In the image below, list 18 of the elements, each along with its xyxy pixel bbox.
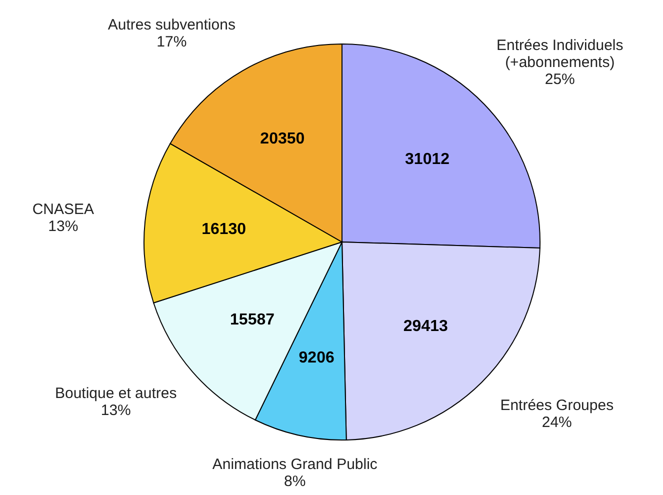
slice-label: Entrées Groupes bbox=[500, 397, 614, 414]
text: 13% bbox=[100, 402, 131, 420]
data-label: 15587 bbox=[230, 311, 275, 328]
text: 17% bbox=[156, 34, 187, 51]
slice-label: Boutique et autres bbox=[55, 385, 177, 402]
data-label: 9206 bbox=[298, 350, 334, 367]
slice-label: Animations Grand Public bbox=[212, 456, 378, 473]
text: 13% bbox=[48, 218, 78, 236]
data-label: 29413 bbox=[403, 318, 448, 335]
data-label: 31012 bbox=[405, 150, 450, 168]
text: 25% bbox=[544, 70, 575, 88]
text: 8% bbox=[284, 472, 306, 490]
slice-label: Entrées Individuels (+abonnements) bbox=[496, 36, 624, 71]
slice-label: CNASEA bbox=[32, 201, 94, 218]
slice-label: Autres subventions bbox=[108, 16, 236, 34]
data-label: 16130 bbox=[202, 221, 246, 238]
data-label: 20350 bbox=[260, 130, 305, 148]
text: 24% bbox=[542, 414, 572, 432]
